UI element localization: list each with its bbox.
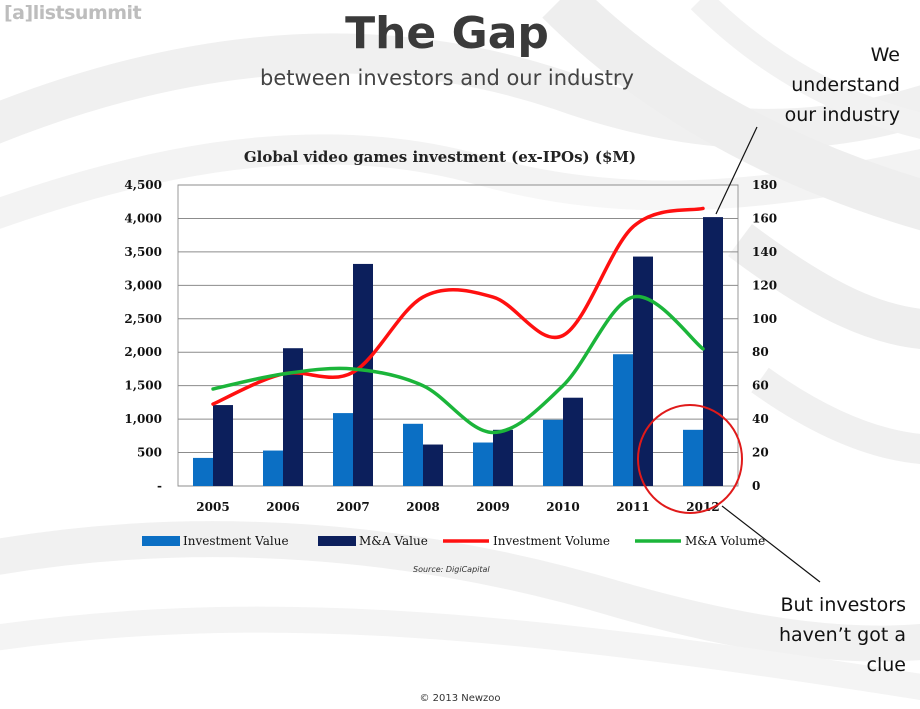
bar xyxy=(263,450,283,486)
legend-label: Investment Volume xyxy=(493,534,610,548)
listsummit-logo: [a]listsummit xyxy=(4,2,142,24)
y-left-tick-label: 4,000 xyxy=(124,211,162,225)
bar xyxy=(403,423,423,486)
copyright: © 2013 Newzoo xyxy=(419,693,501,704)
series-line xyxy=(211,295,705,435)
y-right-tick-label: 0 xyxy=(752,479,760,493)
chart-legend: Investment Value M&A Value Investment Volu… xyxy=(142,534,765,548)
y-right-tick-label: 20 xyxy=(752,446,769,460)
bar xyxy=(493,429,513,486)
bar xyxy=(543,419,563,486)
chart-title: Global video games investment (ex-IPOs) … xyxy=(244,148,636,166)
bar xyxy=(613,354,633,486)
x-tick-label: 2011 xyxy=(616,500,649,514)
pointer-line-bottom xyxy=(721,505,821,583)
x-tick-label: 2009 xyxy=(476,500,509,514)
slide-title: The Gap xyxy=(345,8,549,59)
y-right-tick-label: 140 xyxy=(752,245,777,259)
chart-gridlines xyxy=(177,184,739,487)
annotation-top-line-3: our industry xyxy=(784,104,900,126)
annotation-bottom-line-3: clue xyxy=(866,654,906,676)
y-left-tick-label: 3,000 xyxy=(124,278,162,292)
annotation-bottom: But investors haven’t got a clue xyxy=(736,590,906,680)
y-left-tick-label: 2,500 xyxy=(124,312,162,326)
annotation-top-line-1: We xyxy=(870,44,900,66)
y-right-tick-label: 80 xyxy=(752,345,769,359)
legend-label: Investment Value xyxy=(183,534,289,548)
annotation-top: We understand our industry xyxy=(740,40,900,130)
y-right-tick-label: 100 xyxy=(752,312,777,326)
annotation-bottom-line-2: haven’t got a xyxy=(778,624,906,646)
chart-lines xyxy=(211,206,705,435)
y-left-tick-label: 3,500 xyxy=(124,245,162,259)
logo-text: listsummit xyxy=(32,2,142,24)
chart-annotations xyxy=(637,126,821,583)
y-left-tick-label: - xyxy=(157,479,162,493)
y-right-tick-label: 40 xyxy=(752,412,769,426)
x-tick-label: 2007 xyxy=(336,500,369,514)
bar xyxy=(333,413,353,486)
legend-label: M&A Volume xyxy=(685,534,765,548)
y-right-tick-label: 60 xyxy=(752,379,769,393)
highlight-circle xyxy=(637,404,743,514)
y-right-tick-label: 120 xyxy=(752,278,777,292)
chart-ticks: - 0 500 20 1,000 40 1,500 60 2,000 80 2,500 100 3,00… xyxy=(124,178,777,514)
x-tick-label: 2005 xyxy=(196,500,229,514)
annotation-bottom-line-1: But investors xyxy=(780,594,906,616)
plot-area xyxy=(177,184,739,487)
y-left-tick-label: 2,000 xyxy=(124,345,162,359)
legend-swatch xyxy=(142,536,180,546)
logo-bracket: [a] xyxy=(4,2,33,24)
legend-swatch xyxy=(318,536,356,546)
y-left-tick-label: 1,500 xyxy=(124,379,162,393)
x-tick-label: 2006 xyxy=(266,500,299,514)
bar xyxy=(633,256,653,486)
x-tick-label: 2012 xyxy=(686,500,719,514)
x-tick-label: 2008 xyxy=(406,500,439,514)
annotation-top-line-2: understand xyxy=(791,74,900,96)
slide-subtitle: between investors and our industry xyxy=(260,66,634,90)
pointer-line-top xyxy=(715,126,758,215)
bar xyxy=(703,217,723,486)
x-tick-label: 2010 xyxy=(546,500,579,514)
y-right-tick-label: 160 xyxy=(752,211,777,225)
bar xyxy=(213,405,233,486)
chart-source: Source: DigiCapital xyxy=(413,565,490,574)
y-left-tick-label: 500 xyxy=(137,446,162,460)
bar xyxy=(683,429,703,486)
y-left-tick-label: 4,500 xyxy=(124,178,162,192)
bar xyxy=(563,397,583,486)
bar xyxy=(193,457,213,486)
bar xyxy=(353,263,373,486)
bar xyxy=(473,442,493,486)
y-right-tick-label: 180 xyxy=(752,178,777,192)
legend-label: M&A Value xyxy=(359,534,428,548)
y-left-tick-label: 1,000 xyxy=(124,412,162,426)
bar xyxy=(283,348,303,486)
bar xyxy=(423,444,443,486)
